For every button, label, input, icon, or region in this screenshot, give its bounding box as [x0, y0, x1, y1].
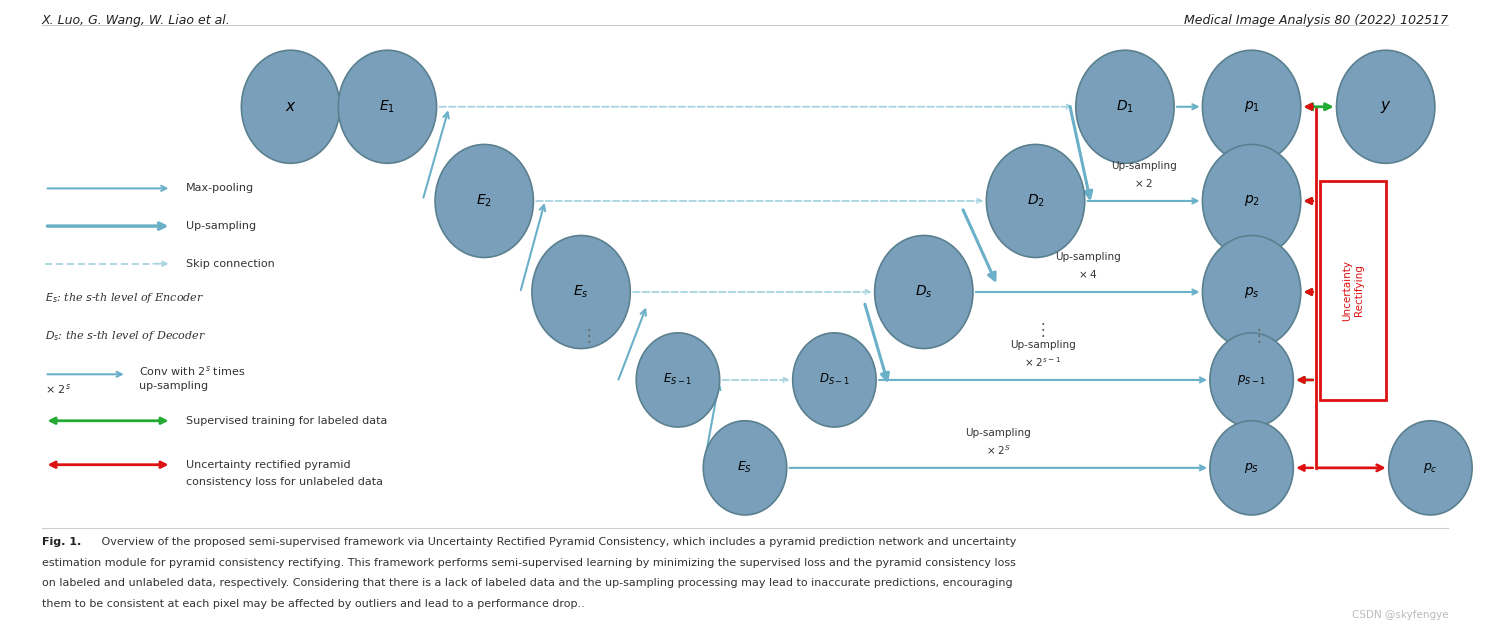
- Ellipse shape: [241, 50, 340, 163]
- Text: Up-sampling: Up-sampling: [1110, 161, 1177, 171]
- Text: X. Luo, G. Wang, W. Liao et al.: X. Luo, G. Wang, W. Liao et al.: [42, 14, 231, 27]
- Text: Fig. 1.: Fig. 1.: [42, 537, 80, 547]
- Ellipse shape: [1210, 421, 1293, 515]
- FancyBboxPatch shape: [1320, 181, 1386, 400]
- Text: consistency loss for unlabeled data: consistency loss for unlabeled data: [186, 477, 383, 487]
- Ellipse shape: [532, 236, 630, 349]
- Ellipse shape: [435, 144, 533, 257]
- Text: $p_{S-1}$: $p_{S-1}$: [1237, 373, 1266, 387]
- Ellipse shape: [636, 333, 720, 427]
- Text: $x$: $x$: [285, 100, 297, 114]
- Text: $\times$ 2: $\times$ 2: [1134, 177, 1153, 190]
- Text: Up-sampling: Up-sampling: [186, 221, 256, 231]
- Text: Uncertainty
Rectifying: Uncertainty Rectifying: [1342, 260, 1363, 321]
- Text: $\times$ 4: $\times$ 4: [1077, 268, 1098, 281]
- Text: $E_1$: $E_1$: [380, 99, 395, 115]
- Text: $E_{S-1}$: $E_{S-1}$: [663, 372, 693, 387]
- Text: Max-pooling: Max-pooling: [186, 183, 255, 193]
- Ellipse shape: [703, 421, 787, 515]
- Text: ⋮: ⋮: [1034, 321, 1052, 338]
- Text: Overview of the proposed semi-supervised framework via Uncertainty Rectified Pyr: Overview of the proposed semi-supervised…: [98, 537, 1016, 547]
- Text: $\times$ $2^{s-1}$: $\times$ $2^{s-1}$: [1024, 355, 1062, 369]
- Text: Up-sampling: Up-sampling: [1055, 252, 1120, 263]
- Text: $p_S$: $p_S$: [1244, 461, 1259, 475]
- Text: Conv with $2^s$ times: Conv with $2^s$ times: [139, 364, 244, 377]
- Text: $D_{S-1}$: $D_{S-1}$: [820, 372, 849, 387]
- Text: $D_s$: $D_s$: [915, 284, 933, 300]
- Text: $y$: $y$: [1380, 99, 1392, 115]
- Text: $\times$ $2^S$: $\times$ $2^S$: [986, 443, 1010, 457]
- Text: $p_s$: $p_s$: [1244, 284, 1259, 300]
- Text: up-sampling: up-sampling: [139, 381, 207, 391]
- Text: $E_s$: $E_s$: [574, 284, 589, 300]
- Text: ⋮: ⋮: [1250, 327, 1268, 345]
- Text: Supervised training for labeled data: Supervised training for labeled data: [186, 416, 387, 426]
- Ellipse shape: [1076, 50, 1174, 163]
- Ellipse shape: [875, 236, 973, 349]
- Text: $p_2$: $p_2$: [1244, 193, 1259, 208]
- Ellipse shape: [338, 50, 437, 163]
- Text: $D_1$: $D_1$: [1116, 99, 1134, 115]
- Text: on labeled and unlabeled data, respectively. Considering that there is a lack of: on labeled and unlabeled data, respectiv…: [42, 578, 1012, 588]
- Text: $E_s$: the $s$-th level of Encoder: $E_s$: the $s$-th level of Encoder: [45, 291, 204, 305]
- Text: Up-sampling: Up-sampling: [966, 428, 1031, 438]
- Ellipse shape: [1202, 50, 1301, 163]
- Text: $p_c$: $p_c$: [1423, 461, 1438, 475]
- Text: Up-sampling: Up-sampling: [1010, 340, 1076, 350]
- Text: $\times$ $2^s$: $\times$ $2^s$: [45, 382, 70, 396]
- Text: Skip connection: Skip connection: [186, 259, 276, 269]
- Text: $E_2$: $E_2$: [477, 193, 492, 209]
- Text: Medical Image Analysis 80 (2022) 102517: Medical Image Analysis 80 (2022) 102517: [1185, 14, 1448, 27]
- Ellipse shape: [986, 144, 1085, 257]
- Text: Uncertainty rectified pyramid: Uncertainty rectified pyramid: [186, 460, 350, 470]
- Ellipse shape: [1202, 144, 1301, 257]
- Ellipse shape: [793, 333, 876, 427]
- Ellipse shape: [1210, 333, 1293, 427]
- Text: estimation module for pyramid consistency rectifying. This framework performs se: estimation module for pyramid consistenc…: [42, 558, 1016, 568]
- Ellipse shape: [1337, 50, 1435, 163]
- Text: $p_1$: $p_1$: [1244, 99, 1259, 114]
- Text: ⋮: ⋮: [580, 327, 597, 345]
- Ellipse shape: [1389, 421, 1472, 515]
- Text: $D_s$: the $s$-th level of Decoder: $D_s$: the $s$-th level of Decoder: [45, 329, 206, 343]
- Text: CSDN @skyfengye: CSDN @skyfengye: [1351, 610, 1448, 620]
- Text: them to be consistent at each pixel may be affected by outliers and lead to a pe: them to be consistent at each pixel may …: [42, 599, 584, 609]
- Text: $E_S$: $E_S$: [738, 460, 752, 475]
- Text: $D_2$: $D_2$: [1027, 193, 1044, 209]
- Ellipse shape: [1202, 236, 1301, 349]
